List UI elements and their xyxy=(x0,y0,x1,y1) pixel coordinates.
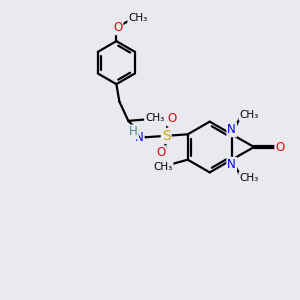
Text: CH₃: CH₃ xyxy=(239,172,259,183)
Text: N: N xyxy=(135,131,144,144)
Text: N: N xyxy=(227,158,236,171)
Text: S: S xyxy=(162,129,171,143)
Text: O: O xyxy=(275,140,285,154)
Text: H: H xyxy=(129,125,138,138)
Text: CH₃: CH₃ xyxy=(145,113,164,123)
Text: CH₃: CH₃ xyxy=(153,162,172,172)
Text: CH₃: CH₃ xyxy=(239,110,259,120)
Text: CH₃: CH₃ xyxy=(128,13,148,23)
Text: N: N xyxy=(227,123,236,136)
Text: O: O xyxy=(156,146,166,159)
Text: O: O xyxy=(167,112,176,125)
Text: O: O xyxy=(113,21,122,34)
